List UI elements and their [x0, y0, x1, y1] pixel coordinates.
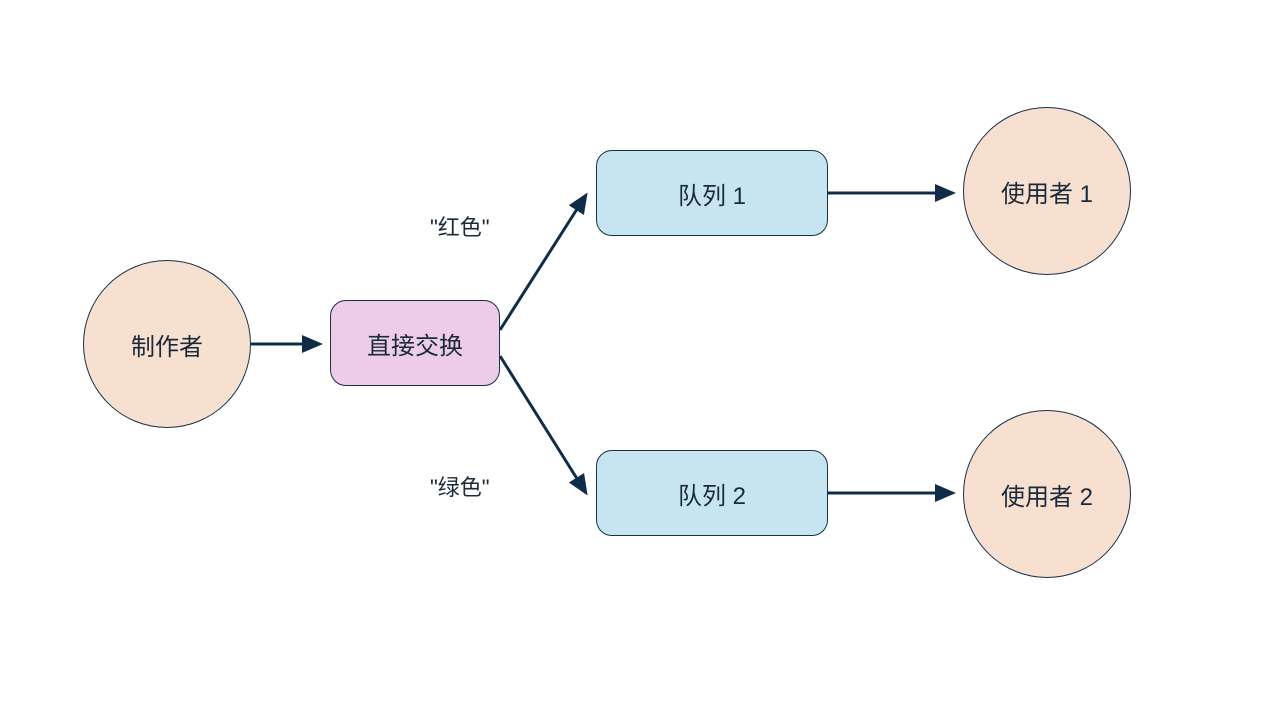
node-label: 制作者 — [131, 327, 203, 362]
node-queue-2: 队列 2 — [596, 450, 828, 536]
node-label: 使用者 1 — [1001, 174, 1093, 209]
diagram-canvas: 制作者 直接交换 队列 1 队列 2 使用者 1 使用者 2 "红色" "绿色" — [0, 0, 1280, 720]
edge-label-green: "绿色" — [430, 470, 490, 502]
node-label: 队列 1 — [678, 176, 746, 211]
node-exchange: 直接交换 — [330, 300, 500, 386]
edge-label-text: "绿色" — [430, 475, 490, 500]
node-consumer-1: 使用者 1 — [963, 107, 1131, 275]
node-label: 队列 2 — [678, 476, 746, 511]
node-label: 直接交换 — [367, 326, 463, 361]
node-label: 使用者 2 — [1001, 477, 1093, 512]
edge-label-text: "红色" — [430, 215, 490, 240]
edge-label-red: "红色" — [430, 210, 490, 242]
node-producer: 制作者 — [83, 260, 251, 428]
node-queue-1: 队列 1 — [596, 150, 828, 236]
node-consumer-2: 使用者 2 — [963, 410, 1131, 578]
